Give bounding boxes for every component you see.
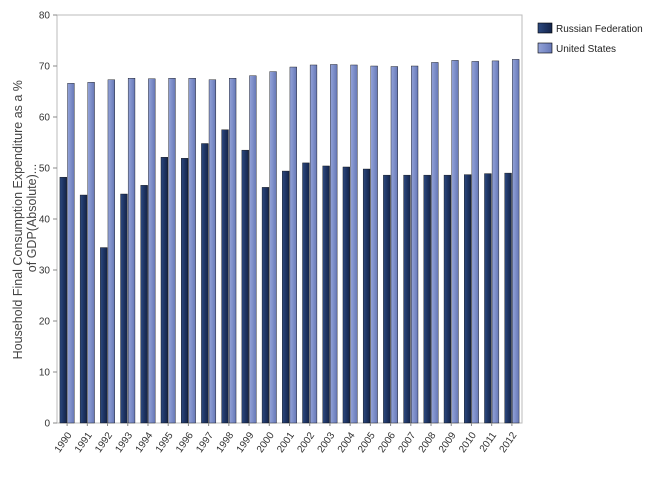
bar-united-states-1999 — [249, 75, 257, 424]
bar-russian-federation-2009 — [443, 174, 452, 424]
x-tick-label: 2010 — [457, 430, 479, 455]
x-tick-label: 2001 — [275, 430, 297, 455]
bar-russian-federation-1993 — [120, 193, 128, 424]
legend-label-russian-federation: Russian Federation — [556, 24, 643, 35]
x-tick-label: 1996 — [174, 430, 196, 455]
bar-russian-federation-2011 — [484, 173, 492, 424]
bar-russian-federation-1998 — [221, 129, 229, 424]
bar-united-states-2011 — [491, 60, 500, 424]
x-tick-label: 2006 — [376, 430, 398, 455]
y-tick-label: 50 — [39, 164, 51, 175]
bar-russian-federation-1996 — [181, 158, 189, 424]
bar-united-states-2005 — [370, 65, 378, 424]
bar-united-states-2006 — [390, 66, 398, 424]
y-tick-label: 80 — [39, 11, 51, 22]
bar-russian-federation-2004 — [342, 166, 350, 424]
bar-united-states-1993 — [127, 78, 136, 424]
bar-russian-federation-1999 — [241, 149, 249, 424]
x-tick-label: 2003 — [316, 430, 338, 455]
x-tick-label: 2007 — [396, 430, 418, 455]
x-tick-label: 1998 — [215, 430, 237, 455]
x-tick-label: 1993 — [113, 430, 135, 455]
bar-united-states-1996 — [188, 78, 196, 424]
x-tick-label: 2009 — [437, 430, 459, 455]
bar-united-states-2003 — [330, 64, 338, 424]
bar-russian-federation-2008 — [423, 174, 431, 424]
bar-russian-federation-1992 — [100, 247, 108, 424]
y-tick-label: 30 — [39, 266, 51, 277]
bar-russian-federation-2012 — [504, 172, 512, 424]
bar-russian-federation-2003 — [322, 165, 330, 424]
bar-russian-federation-2007 — [403, 174, 411, 424]
bar-united-states-1991 — [87, 82, 95, 424]
bar-russian-federation-1994 — [140, 185, 148, 424]
x-tick-label: 2012 — [498, 430, 520, 455]
y-axis-label-line-1: Household Final Consumption Expenditure … — [11, 80, 25, 359]
y-tick-label: 20 — [39, 317, 51, 328]
legend: Russian Federation United States — [537, 22, 643, 55]
bar-united-states-2009 — [451, 60, 459, 424]
y-tick-label: 10 — [39, 368, 51, 379]
y-axis: 0 10 20 30 40 50 60 70 80 — [39, 11, 57, 430]
bar-united-states-2000 — [269, 71, 277, 424]
bar-russian-federation-2002 — [302, 162, 310, 424]
bar-russian-federation-2006 — [383, 174, 391, 424]
bar-russian-federation-2010 — [464, 174, 472, 424]
x-tick-label: 1995 — [154, 430, 176, 455]
legend-swatch-russian-federation — [537, 22, 553, 34]
x-tick-label: 2000 — [255, 430, 277, 455]
bar-united-states-2012 — [512, 59, 520, 424]
bar-russian-federation-1995 — [160, 157, 168, 424]
bar-united-states-1995 — [168, 78, 176, 424]
y-tick-label: 40 — [39, 215, 51, 226]
x-tick-label: 2005 — [356, 430, 378, 455]
x-axis: 1990199119921993199419951996199719981999… — [53, 423, 520, 455]
y-tick-label: 0 — [44, 419, 50, 430]
x-tick-label: 2002 — [295, 430, 317, 455]
bar-united-states-1994 — [148, 78, 156, 424]
y-axis-label: Household Final Consumption Expenditure … — [11, 77, 39, 360]
x-tick-label: 2011 — [478, 430, 500, 454]
x-tick-label: 1999 — [235, 430, 257, 455]
x-tick-label: 1994 — [134, 430, 156, 455]
x-tick-label: 1991 — [73, 430, 95, 455]
bar-russian-federation-1991 — [79, 194, 88, 424]
bar-united-states-2007 — [411, 65, 419, 424]
bar-united-states-2001 — [289, 66, 297, 424]
x-tick-label: 1990 — [53, 430, 75, 455]
bar-russian-federation-2001 — [282, 170, 290, 424]
bars-group — [59, 59, 520, 424]
x-tick-label: 2004 — [336, 430, 358, 455]
bar-russian-federation-1990 — [59, 176, 67, 424]
bar-united-states-2002 — [309, 64, 318, 424]
x-tick-label: 1992 — [93, 430, 115, 455]
bar-united-states-1998 — [229, 78, 237, 424]
bar-russian-federation-2005 — [362, 168, 371, 424]
y-axis-label-line-2: of GDP(Absolute)... — [25, 164, 39, 272]
bar-russian-federation-2000 — [261, 187, 270, 424]
bar-united-states-1997 — [208, 79, 217, 424]
bar-russian-federation-1997 — [201, 143, 209, 424]
bar-united-states-2008 — [431, 62, 439, 424]
x-tick-label: 2008 — [417, 430, 439, 455]
bar-united-states-1990 — [67, 83, 75, 424]
x-tick-label: 1997 — [194, 430, 216, 455]
bar-united-states-2010 — [471, 61, 479, 424]
legend-swatch-united-states — [537, 42, 553, 54]
y-tick-label: 70 — [39, 62, 51, 73]
legend-label-united-states: United States — [556, 44, 616, 55]
bar-united-states-1992 — [107, 79, 115, 424]
y-tick-label: 60 — [39, 113, 51, 124]
bar-united-states-2004 — [350, 64, 358, 424]
